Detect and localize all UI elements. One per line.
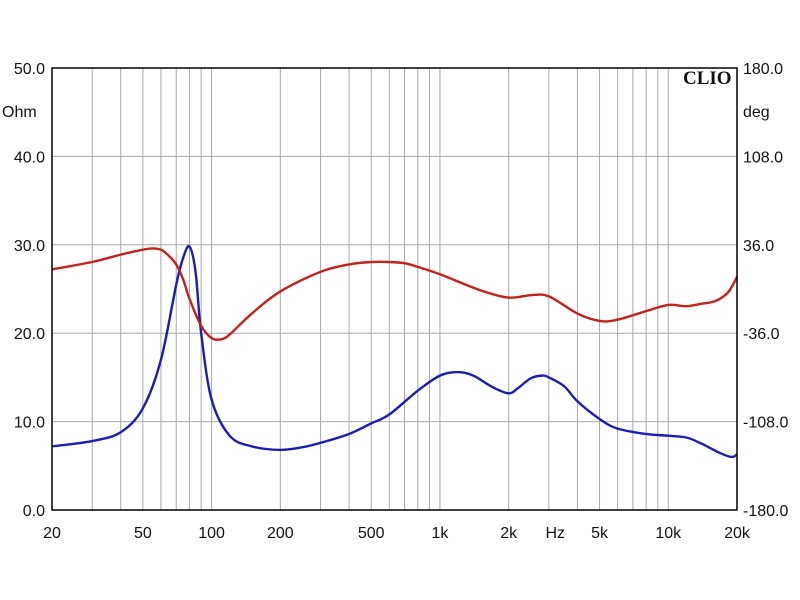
grid [51, 68, 738, 510]
plot-background [52, 68, 737, 510]
left-tick-label: 10.0 [14, 415, 45, 432]
tick-labels: 20 50 100 200 500 1k 2k 5k 10k 20k Hz 0.0 10.0 20.0 30… [14, 61, 789, 542]
x-tick-label: 500 [358, 525, 385, 542]
x-tick-label: 5k [591, 525, 609, 542]
impedance-curve [51, 244, 738, 459]
right-tick-label: 108.0 [743, 149, 783, 166]
x-axis-unit: Hz [545, 525, 565, 542]
x-tick-label: 20k [724, 525, 751, 542]
x-tick-label: 10k [655, 525, 682, 542]
right-axis-unit: deg [743, 104, 770, 121]
right-tick-label: -108.0 [743, 415, 788, 432]
right-tick-label: 36.0 [743, 238, 774, 255]
curves [51, 244, 739, 459]
x-tick-label: 2k [500, 525, 518, 542]
right-tick-label: -36.0 [743, 326, 780, 343]
left-tick-label: 40.0 [14, 149, 45, 166]
x-tick-label: 1k [431, 525, 449, 542]
brand-label: CLIO [683, 68, 732, 89]
left-axis-unit: Ohm [2, 104, 37, 121]
x-tick-label: 50 [134, 525, 152, 542]
left-tick-label: 0.0 [23, 503, 45, 520]
left-tick-label: 20.0 [14, 326, 45, 343]
phase-curve [51, 247, 739, 342]
x-tick-label: 200 [267, 525, 294, 542]
left-tick-label: 30.0 [14, 238, 45, 255]
right-tick-label: 180.0 [743, 61, 783, 78]
x-tick-label: 100 [198, 525, 225, 542]
left-tick-label: 50.0 [14, 61, 45, 78]
x-tick-label: 20 [43, 525, 61, 542]
right-tick-label: -180.0 [743, 503, 788, 520]
plot-frame [51, 67, 738, 511]
